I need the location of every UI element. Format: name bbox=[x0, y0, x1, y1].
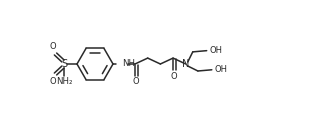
Text: O: O bbox=[171, 72, 177, 81]
Text: N: N bbox=[182, 59, 190, 69]
Text: NH: NH bbox=[122, 59, 135, 67]
Text: S: S bbox=[61, 59, 67, 69]
Text: NH₂: NH₂ bbox=[56, 77, 72, 86]
Text: OH: OH bbox=[209, 46, 222, 55]
Text: O: O bbox=[133, 77, 139, 86]
Text: O: O bbox=[50, 77, 56, 86]
Text: OH: OH bbox=[214, 65, 227, 74]
Text: O: O bbox=[50, 42, 56, 51]
